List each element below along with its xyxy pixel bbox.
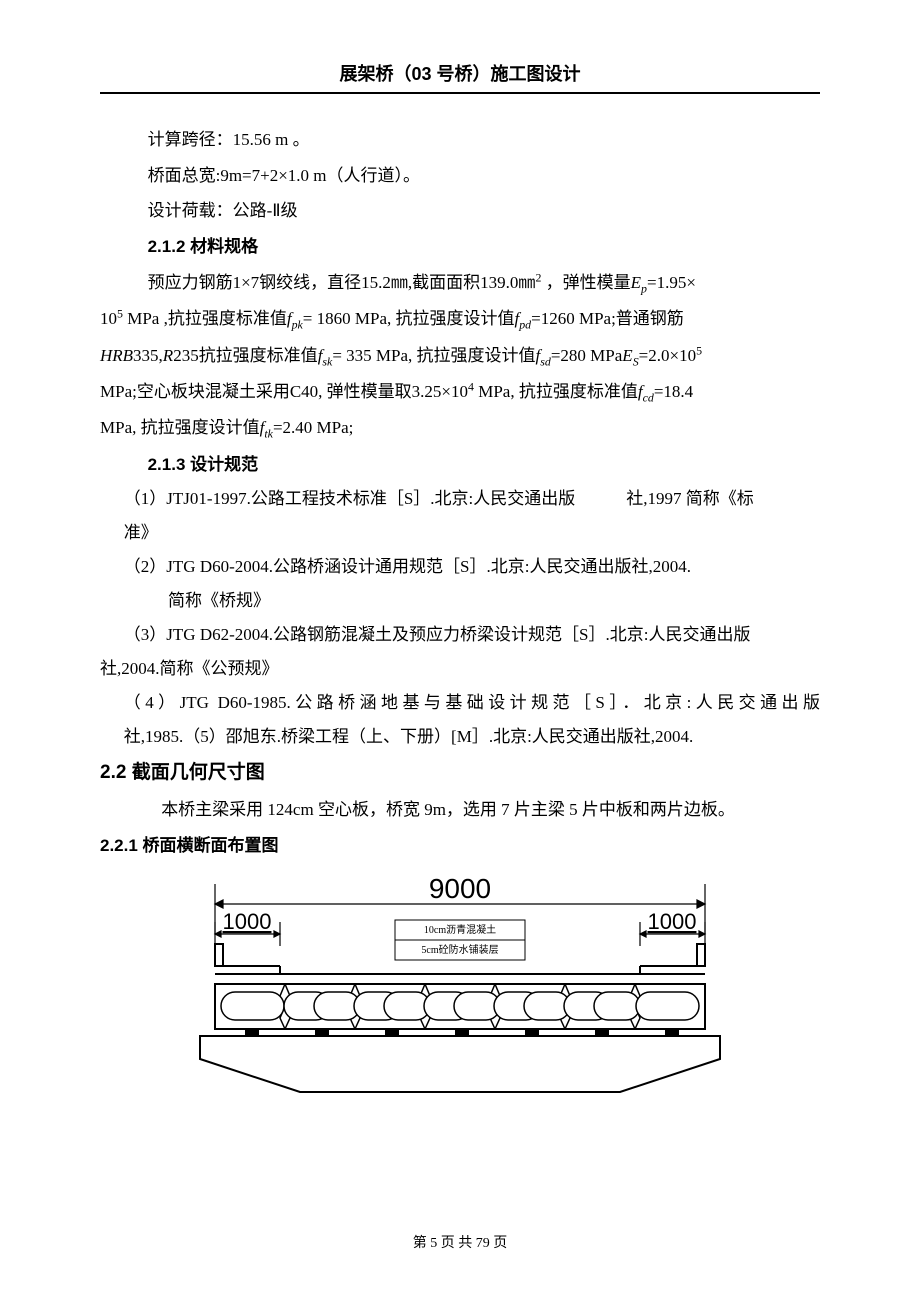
sym-E: E — [631, 273, 641, 292]
text: MPa;空心板块混凝土采用C40, 弹性模量取3.25×10 — [100, 382, 468, 401]
text: MPa, 抗拉强度标准值 — [474, 382, 638, 401]
mat-line4: MPa;空心板块混凝土采用C40, 弹性模量取3.25×104 MPa, 抗拉强… — [100, 374, 820, 410]
text: HRB — [100, 346, 133, 365]
ref-1b: 准》 — [100, 516, 820, 550]
heading-2-2: 2.2 截面几何尺寸图 — [100, 754, 820, 792]
heading-2-1-2: 2.1.2 材料规格 — [100, 229, 820, 265]
layer1-label: 10cm沥青混凝土 — [424, 923, 496, 936]
sup-5: 5 — [696, 343, 702, 357]
ref-4b: 社,1985.（5）邵旭东.桥梁工程（上、下册）[M］.北京:人民交通出版社,2… — [100, 720, 820, 754]
ref-4a: （4）JTG D60-1985.公路桥涵地基与基础设计规范［S］．北京:人民交通… — [100, 686, 820, 720]
sym-sub: sd — [540, 354, 551, 368]
ref-2b: 简称《桥规》 — [100, 584, 820, 618]
text: 235抗拉强度标准值 — [173, 346, 318, 365]
page-header-title: 展架桥（03 号桥）施工图设计 — [100, 60, 820, 94]
text: =1260 MPa;普通钢筋 — [531, 309, 684, 328]
text: 335, — [133, 346, 163, 365]
text: = 1860 MPa, 抗拉强度设计值 — [303, 309, 515, 328]
page: 展架桥（03 号桥）施工图设计 计算跨径：15.56 m 。 桥面总宽:9m=7… — [0, 0, 920, 1302]
references: （1）JTJ01-1997.公路工程技术标准［S］.北京:人民交通出版 社,19… — [100, 482, 820, 754]
figure-cross-section: 9000 1000 — [100, 874, 820, 1117]
ref-3a: （3）JTG D62-2004.公路钢筋混凝土及预应力桥梁设计规范［S］.北京:… — [100, 618, 820, 652]
ref-3b: 社,2004.简称《公预规》 — [100, 652, 820, 686]
basic-span: 计算跨径：15.56 m 。 — [100, 122, 820, 158]
text: =1.95× — [647, 273, 696, 292]
dim-left: 1000 — [223, 909, 272, 934]
body: 计算跨径：15.56 m 。 桥面总宽:9m=7+2×1.0 m（人行道）。 设… — [100, 122, 820, 1116]
sym-sub: pk — [292, 318, 303, 332]
basic-load: 设计荷载：公路-Ⅱ级 — [100, 193, 820, 229]
basic-width: 桥面总宽:9m=7+2×1.0 m（人行道）。 — [100, 158, 820, 194]
page-footer: 第 5 页 共 79 页 — [0, 1232, 920, 1252]
ref-2a: （2）JTG D60-2004.公路桥涵设计通用规范［S］.北京:人民交通出版社… — [100, 550, 820, 584]
ref-1a: （1）JTJ01-1997.公路工程技术标准［S］.北京:人民交通出版 社,19… — [100, 482, 820, 516]
dim-total: 9000 — [429, 874, 491, 904]
text: 10 — [100, 309, 117, 328]
heading-2-1-3: 2.1.3 设计规范 — [100, 447, 820, 483]
sym-E: E — [622, 346, 632, 365]
text: MPa, 抗拉强度设计值 — [100, 418, 260, 437]
text: = 335 MPa, 抗拉强度设计值 — [332, 346, 535, 365]
sym-sub: cd — [643, 390, 654, 404]
sec22-intro: 本桥主梁采用 124cm 空心板，桥宽 9m，选用 7 片主梁 5 片中板和两片… — [100, 792, 820, 828]
mat-line1: 预应力钢筋1×7钢绞线，直径15.2㎜,截面面积139.0㎜2 ，弹性模量Ep=… — [100, 265, 820, 301]
sym-sub: pd — [519, 318, 531, 332]
text: =280 MPa — [551, 346, 622, 365]
layer2-label: 5cm砼防水铺装层 — [421, 943, 498, 956]
text: MPa ,抗拉强度标准值 — [123, 309, 287, 328]
mat-line2: 105 MPa ,抗拉强度标准值fpk= 1860 MPa, 抗拉强度设计值fp… — [100, 301, 820, 337]
text: =18.4 — [654, 382, 693, 401]
text: =2.40 MPa; — [273, 418, 353, 437]
text: =2.0×10 — [639, 346, 696, 365]
text: ，弹性模量 — [541, 273, 630, 292]
dim-right: 1000 — [648, 909, 697, 934]
heading-2-2-1: 2.2.1 桥面横断面布置图 — [100, 828, 820, 864]
text: 预应力钢筋1×7钢绞线，直径15.2㎜,截面面积139.0㎜ — [148, 273, 536, 292]
sym-sub: sk — [322, 354, 332, 368]
mat-line5: MPa, 抗拉强度设计值ftk=2.40 MPa; — [100, 410, 820, 446]
mat-line3: HRB335,R235抗拉强度标准值fsk= 335 MPa, 抗拉强度设计值f… — [100, 338, 820, 374]
cross-section-svg: 9000 1000 — [180, 874, 740, 1104]
text: R — [163, 346, 173, 365]
sym-sub: tk — [264, 427, 273, 441]
